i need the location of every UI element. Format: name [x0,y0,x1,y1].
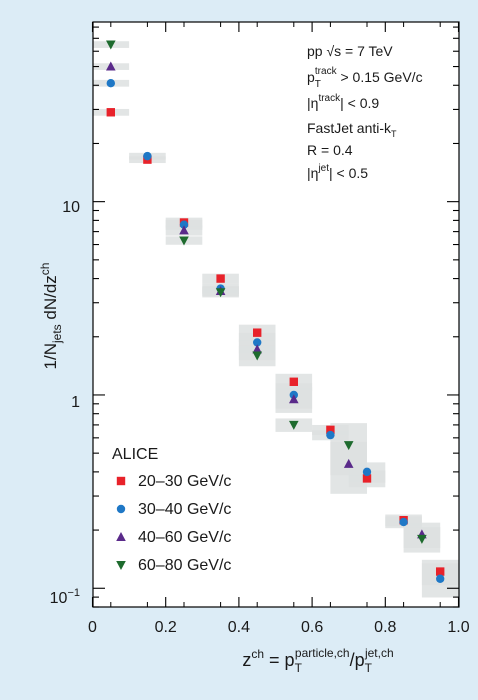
x-axis-title-slash: /p [350,650,365,670]
data-point-square [436,567,445,576]
data-point-triangle-up [289,394,299,404]
y-axis-ticks [93,26,459,608]
annotation-block: pp √s = 7 TeV pTtrack > 0.15 GeV/c |ηtra… [307,43,423,181]
y-tick-label-1: 1 [71,394,80,411]
legend-label: 40–60 GeV/c [138,529,231,546]
data-point-circle [399,517,408,527]
annotation-line-3-rest: | < 0.9 [340,95,379,111]
x-axis-title-base-sup: ch [251,647,264,661]
data-markers [106,40,445,583]
data-point-square [253,328,262,337]
y-tick-label-0.1: 10−1 [50,587,80,607]
annotation-line-3: |ηtrack| < 0.9 [307,93,379,111]
y-axis-title-sup: ch [38,263,52,276]
annotation-line-3-sup: track [318,93,341,104]
data-point-triangle-up [179,225,189,235]
x-axis-title-num-sup: particle,ch [295,646,350,660]
annotation-line-3-open: |η [307,95,318,111]
annotation-line-4-sub: T [391,129,397,139]
annotation-line-4-main: FastJet anti-k [307,120,392,136]
x-tick-label: 0.6 [301,619,323,636]
data-point-circle [253,338,262,347]
legend: ALICE 20–30 GeV/c 30–40 GeV/c 40–60 GeV/c 6… [112,446,231,574]
x-axis-title-den-sub: T [365,661,373,675]
data-point-circle [143,151,152,161]
data-point-circle [106,79,116,88]
data-point-triangle-down [106,40,116,50]
data-point-circle [326,430,335,440]
annotation-line-5: R = 0.4 [307,142,353,158]
data-point-circle [362,467,372,477]
legend-marker-square [116,476,126,486]
y-tick-label-0.1-exp: −1 [67,587,80,599]
data-point-triangle-down [343,441,354,451]
annotation-line-1: pp √s = 7 TeV [307,43,393,59]
data-point-circle [179,220,189,229]
y-tick-label-10: 10 [62,199,80,216]
data-point-square [362,474,372,483]
y-axis-title-mid: dN/dz [41,275,60,324]
annotation-line-4: FastJet anti-kT [307,120,397,139]
annotation-line-2-p: p [307,69,315,85]
data-point-circle [436,574,445,583]
annotation-line-2: pTtrack > 0.15 GeV/c [307,66,423,90]
annotation-line-6: |ηjet| < 0.5 [307,163,368,181]
annotation-line-2-sub: T [315,79,321,90]
x-axis-title-num-sub: T [295,661,303,675]
x-tick-label: 0 [88,619,97,636]
data-point-square [289,377,298,386]
data-point-square [106,108,115,117]
legend-marker-triangle-up [116,532,126,541]
data-point-triangle-down [252,351,262,361]
legend-items: 20–30 GeV/c 30–40 GeV/c 40–60 GeV/c 60–80 G… [116,473,231,574]
x-axis-title: zch = pTparticle,ch/pTjet,ch [242,646,393,675]
data-point-triangle-up [343,458,354,468]
data-point-triangle-up [106,61,116,71]
annotation-line-2-rest: > 0.15 GeV/c [337,69,423,85]
x-axis-title-den-sup: jet,ch [364,646,394,660]
x-tick-label: 0.2 [155,619,177,636]
y-tick-label-0.1-base: 10 [50,590,68,607]
annotation-line-2-sup: track [315,66,338,77]
legend-label: 30–40 GeV/c [138,501,231,518]
legend-marker-circle [116,504,126,514]
x-tick-label: 0.4 [228,619,250,636]
legend-title: ALICE [112,446,158,463]
data-point-square [326,425,335,435]
y-axis-title-sub: jets [50,324,64,344]
data-point-triangle-down [417,534,427,544]
plot-frame [92,21,460,608]
data-point-triangle-down [289,420,299,430]
y-axis-title: 1/Njets dN/dzch [38,263,64,370]
data-point-triangle-up [252,344,262,354]
legend-label: 60–80 GeV/c [138,557,231,574]
x-axis-title-eq: = p [264,650,295,670]
annotation-line-6-sup: jet [317,163,329,174]
annotation-line-6-open: |η [307,165,318,181]
y-axis-title-main: 1/N [41,343,60,369]
data-point-triangle-down [215,288,226,298]
legend-marker-triangle-down [116,561,126,570]
data-point-square [216,274,225,283]
x-tick-label: 1.0 [447,619,469,636]
x-axis-title-base: z [242,650,251,670]
legend-label: 20–30 GeV/c [138,473,231,490]
data-point-triangle-down [179,236,189,246]
plot-area [93,22,459,607]
annotation-line-6-rest: | < 0.5 [329,165,368,181]
x-tick-label: 0.8 [374,619,396,636]
